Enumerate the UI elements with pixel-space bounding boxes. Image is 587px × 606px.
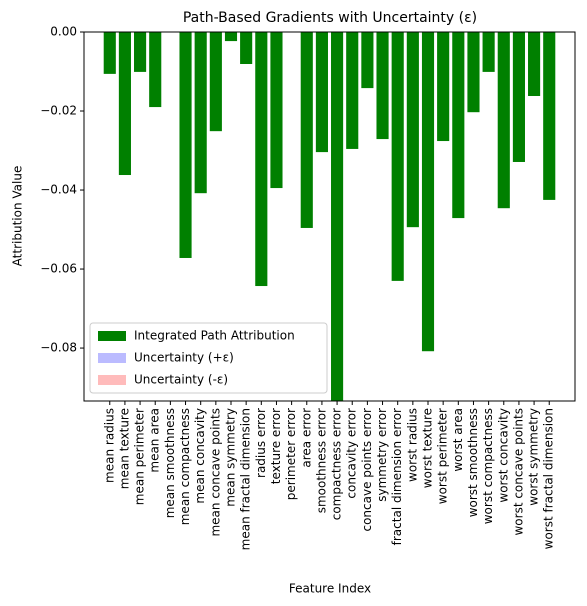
y-axis-label: Attribution Value [11, 166, 25, 267]
x-tick-label: worst concavity [496, 408, 510, 503]
bar [118, 32, 131, 176]
x-tick-label: mean smoothness [163, 408, 177, 518]
legend-swatch [98, 375, 126, 385]
x-tick-label: worst compactness [481, 408, 495, 524]
x-tick-label: mean compactness [178, 408, 192, 525]
y-tick-label: −0.08 [40, 341, 77, 355]
bar [482, 32, 495, 72]
bar [300, 32, 313, 228]
bars [103, 32, 556, 401]
legend-label: Uncertainty (+ε) [134, 351, 234, 365]
bar [452, 32, 465, 219]
bar [315, 32, 328, 153]
x-tick-label: mean radius [102, 408, 116, 483]
x-tick-label: mean symmetry [223, 408, 237, 507]
bar [224, 32, 238, 42]
x-tick-label: worst area [451, 408, 465, 472]
bar [346, 32, 359, 149]
bar [543, 32, 556, 200]
x-tick-label: mean perimeter [133, 408, 147, 505]
bar [406, 32, 419, 228]
bar [376, 32, 389, 140]
bar [149, 32, 162, 108]
x-tick-label: worst perimeter [436, 408, 450, 504]
plot-frame [83, 31, 576, 402]
x-tick-label: area error [299, 408, 313, 468]
x-tick-label: worst concave points [511, 408, 525, 536]
bar [467, 32, 480, 113]
bar [528, 32, 541, 97]
x-tick-label: worst texture [421, 408, 435, 488]
y-tick-label: −0.06 [40, 262, 77, 276]
x-tick-label: fractal dimension error [390, 408, 404, 545]
bar [361, 32, 374, 89]
x-tick-label: worst smoothness [466, 408, 480, 517]
x-tick-label: symmetry error [375, 408, 389, 502]
x-tick-label: smoothness error [314, 408, 328, 513]
bar [512, 32, 525, 162]
x-tick-label: worst fractal dimension [542, 408, 556, 549]
bar [270, 32, 283, 189]
x-tick-label: radius error [254, 408, 268, 478]
x-axis-label: Feature Index [289, 582, 371, 596]
bar [209, 32, 222, 132]
bar [194, 32, 207, 194]
bar [103, 32, 116, 74]
x-tick-label: worst radius [405, 408, 419, 482]
y-tick-label: −0.04 [40, 183, 77, 197]
bar [331, 32, 344, 401]
x-tick-label: mean area [148, 408, 162, 473]
bar [437, 32, 450, 142]
bar [255, 32, 268, 287]
bar [240, 32, 253, 65]
x-tick-label: concave points error [360, 408, 374, 532]
x-tick-label: compactness error [330, 408, 344, 520]
legend-box [89, 322, 328, 394]
bar [391, 32, 404, 281]
bar [497, 32, 510, 209]
y-tick-label: −0.02 [40, 104, 77, 118]
legend-swatch [98, 353, 126, 363]
x-tick-label: worst symmetry [527, 408, 541, 506]
legend-label: Uncertainty (-ε) [134, 373, 228, 387]
y-tick-label: 0.00 [50, 25, 77, 39]
x-tick-label: texture error [269, 408, 283, 484]
x-tick-label: mean fractal dimension [239, 408, 253, 550]
bar [134, 32, 147, 72]
bar [179, 32, 192, 258]
x-tick-label: mean concavity [193, 408, 207, 504]
x-tick-label: perimeter error [284, 408, 298, 500]
x-tick-label: concavity error [345, 408, 359, 499]
legend-swatch [98, 331, 126, 341]
x-tick-label: mean concave points [208, 408, 222, 537]
chart-title: Path-Based Gradients with Uncertainty (ε… [183, 10, 477, 26]
x-tick-label: mean texture [117, 408, 131, 489]
bar [421, 32, 435, 352]
legend-label: Integrated Path Attribution [134, 329, 295, 343]
